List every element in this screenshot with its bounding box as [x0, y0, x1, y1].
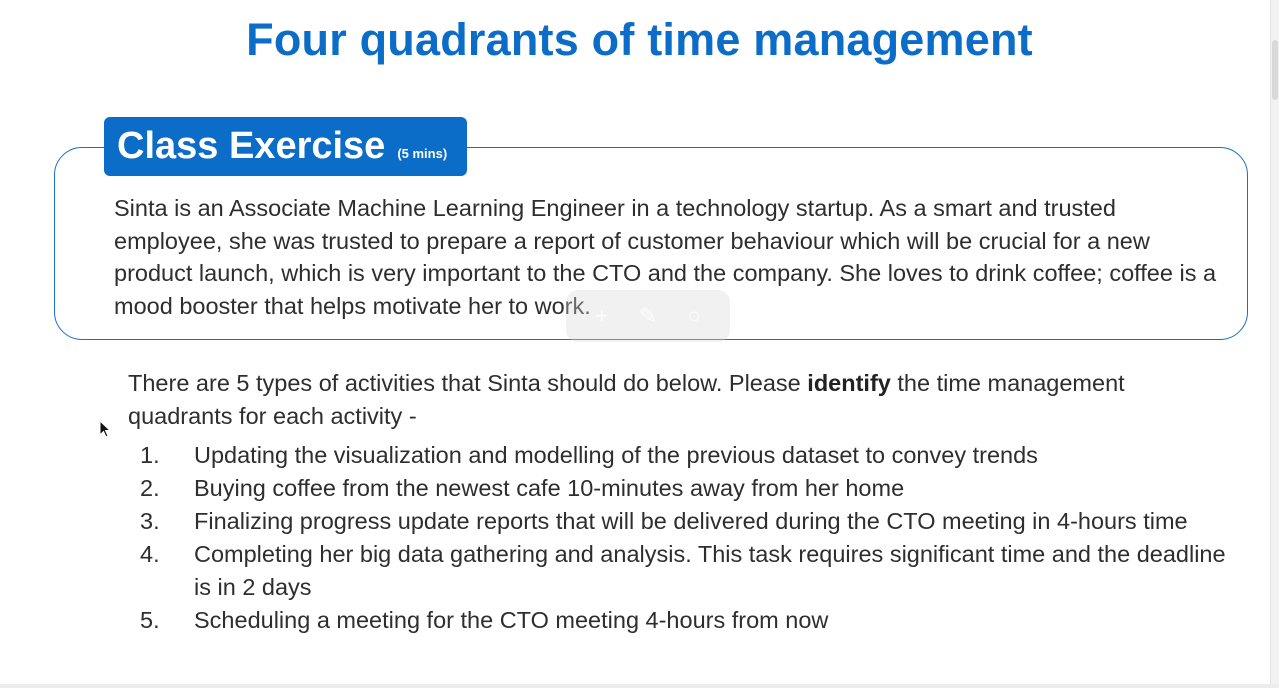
item-number: 1.: [140, 442, 160, 468]
floating-annotation-toolbar[interactable]: + ✎ ○: [566, 290, 730, 342]
item-text: Scheduling a meeting for the CTO meeting…: [194, 607, 829, 633]
item-text: Finalizing progress update reports that …: [194, 508, 1188, 534]
list-item: 4. Completing her big data gathering and…: [134, 538, 1234, 604]
item-text: Completing her big data gathering and an…: [194, 541, 1226, 600]
item-number: 4.: [140, 541, 160, 567]
activity-list: 1. Updating the visualization and modell…: [134, 439, 1234, 637]
item-text: Updating the visualization and modelling…: [194, 442, 1038, 468]
exercise-badge: Class Exercise (5 mins): [104, 117, 468, 176]
list-item: 1. Updating the visualization and modell…: [134, 439, 1234, 472]
list-item: 5. Scheduling a meeting for the CTO meet…: [134, 604, 1234, 637]
pen-icon[interactable]: ✎: [638, 303, 657, 328]
instructions-emphasis: identify: [807, 370, 891, 396]
scrollbar-thumb[interactable]: [1272, 40, 1278, 100]
mouse-cursor-icon: [99, 420, 111, 438]
bottom-divider: [0, 684, 1279, 688]
instructions-before: There are 5 types of activities that Sin…: [128, 370, 808, 396]
item-number: 3.: [140, 508, 160, 534]
slide-title: Four quadrants of time management: [246, 14, 1033, 65]
list-item: 2. Buying coffee from the newest cafe 10…: [134, 472, 1234, 505]
exercise-box: [54, 147, 1248, 340]
item-number: 5.: [140, 607, 160, 633]
list-item: 3. Finalizing progress update reports th…: [134, 505, 1234, 538]
instructions-after: the time management quadrants for each a…: [128, 370, 1125, 429]
badge-duration: (5 mins): [397, 146, 448, 161]
circle-icon[interactable]: ○: [687, 303, 701, 328]
scrollbar-track[interactable]: [1270, 0, 1279, 688]
badge-title: Class Exercise: [117, 125, 386, 167]
item-text: Buying coffee from the newest cafe 10-mi…: [194, 475, 905, 501]
instructions-text: There are 5 types of activities that Sin…: [128, 367, 1208, 433]
plus-icon[interactable]: +: [595, 303, 609, 328]
item-number: 2.: [140, 475, 160, 501]
scenario-text: Sinta is an Associate Machine Learning E…: [114, 195, 1217, 319]
